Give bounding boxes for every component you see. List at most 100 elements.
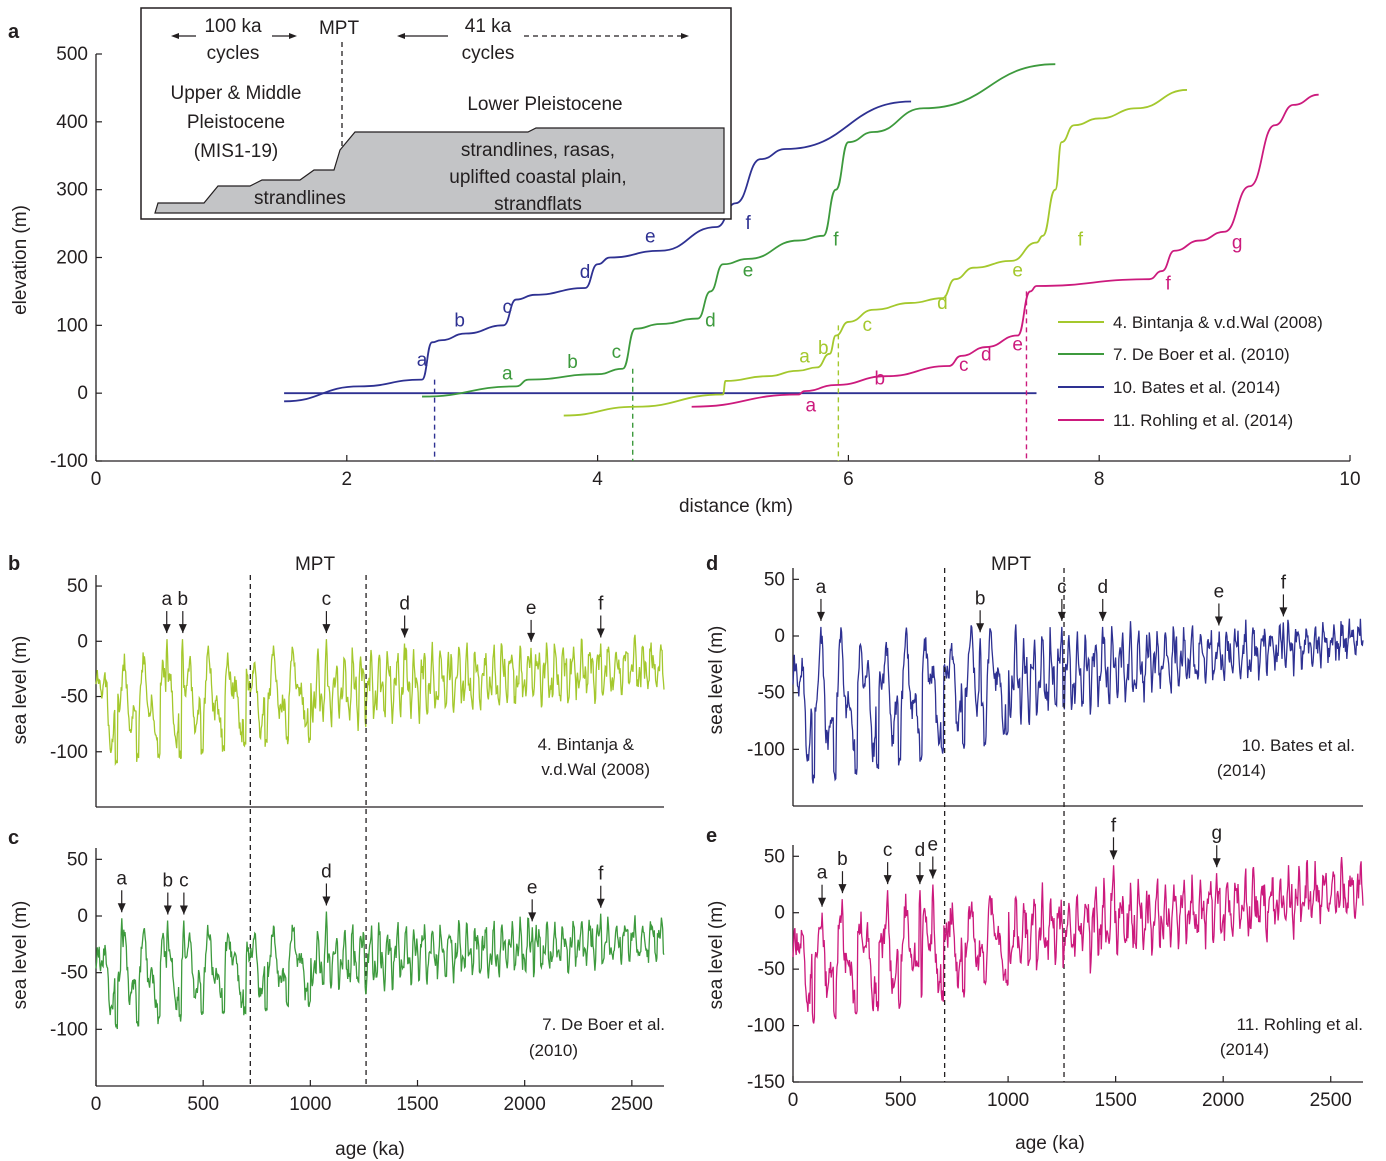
- inset-arrowhead-left: [171, 33, 179, 39]
- panel-b-legend-1: 4. Bintanja &: [538, 735, 635, 754]
- panel-b-legend-2: v.d.Wal (2008): [541, 760, 650, 779]
- y-tick-label: -100: [50, 451, 88, 472]
- x-tick-label: 6: [843, 469, 854, 490]
- series-line-bintanja: [563, 89, 1187, 417]
- y-tick-label: 50: [764, 569, 785, 590]
- terrace-label-deboer: f: [833, 229, 839, 250]
- x-tick-label: 1500: [1095, 1090, 1137, 1111]
- terrace-label-bintanja: f: [1078, 229, 1084, 250]
- event-arrowhead: [596, 898, 605, 908]
- terrace-label-bintanja: e: [1012, 260, 1023, 281]
- terrace-label-deboer: e: [743, 260, 754, 281]
- event-label-e: e: [1214, 581, 1225, 602]
- event-arrowhead: [162, 624, 171, 634]
- terrace-label-rohling: g: [1232, 233, 1243, 254]
- terrace-label-bintanja: d: [937, 293, 948, 314]
- event-label-e: e: [526, 598, 537, 619]
- terrace-label-deboer: a: [502, 364, 513, 385]
- event-arrowhead: [163, 905, 172, 915]
- terrace-label-rohling: c: [959, 355, 969, 376]
- event-label-b: b: [178, 589, 189, 610]
- panel-d-legend-2: (2014): [1217, 761, 1266, 780]
- terrace-label-deboer: b: [567, 352, 578, 373]
- event-label-e: e: [928, 835, 939, 856]
- terrace-label-rohling: a: [805, 395, 816, 416]
- event-label-d: d: [1097, 577, 1108, 598]
- panel-a-xlabel: distance (km): [679, 496, 793, 517]
- event-arrowhead: [818, 897, 827, 907]
- inset-upper-1: Upper & Middle: [171, 83, 302, 104]
- inset-mpt-label: MPT: [319, 18, 360, 39]
- event-label-b: b: [975, 588, 986, 609]
- y-tick-label: -50: [61, 963, 88, 984]
- panel-b-mpt-label: MPT: [295, 554, 336, 575]
- x-tick-label: 2000: [1202, 1090, 1244, 1111]
- terrace-label-bates: f: [745, 213, 751, 234]
- inset-lower-title: Lower Pleistocene: [467, 94, 622, 115]
- terrace-label-rohling: f: [1166, 273, 1172, 294]
- event-arrowhead: [178, 624, 187, 634]
- inset-schematic: 100 ka cycles MPT 41 ka cycles Upper & M…: [140, 7, 732, 220]
- event-label-f: f: [1111, 815, 1117, 836]
- terrace-label-deboer: c: [612, 342, 622, 363]
- event-label-a: a: [816, 577, 827, 598]
- y-tick-label: -150: [747, 1072, 785, 1093]
- panel-c-xlabel: age (ka): [335, 1139, 405, 1160]
- y-tick-label: 0: [77, 631, 88, 652]
- event-label-g: g: [1211, 823, 1222, 844]
- series-line-rohling: [691, 93, 1319, 408]
- panel-d-ylabel: sea level (m): [706, 626, 727, 735]
- event-label-e: e: [527, 877, 538, 898]
- y-tick-label: 0: [774, 903, 785, 924]
- x-tick-label: 0: [91, 1094, 102, 1115]
- sea-level-curve-deboer: [95, 911, 665, 1030]
- y-tick-label: 50: [67, 849, 88, 870]
- y-tick-label: 0: [774, 626, 785, 647]
- event-label-a: a: [116, 868, 127, 889]
- event-arrowhead: [400, 628, 409, 638]
- event-arrowhead: [117, 903, 126, 913]
- y-tick-label: 100: [56, 315, 88, 336]
- y-tick-label: -50: [61, 687, 88, 708]
- sea-level-curve-bates: [792, 618, 1364, 784]
- panel-label-e: e: [706, 825, 717, 847]
- y-tick-label: -100: [747, 1016, 785, 1037]
- event-arrowhead: [179, 905, 188, 915]
- terrace-label-bintanja: c: [862, 315, 872, 336]
- terrace-label-bintanja: b: [818, 338, 829, 359]
- event-arrowhead: [928, 869, 937, 879]
- event-arrowhead: [1212, 858, 1221, 868]
- event-arrowhead: [1214, 616, 1223, 626]
- panel-c-legend-2: (2010): [529, 1041, 578, 1060]
- y-tick-label: 500: [56, 44, 88, 65]
- terrace-label-bates: c: [503, 297, 513, 318]
- event-label-b: b: [837, 849, 848, 870]
- panel-e-legend-2: (2014): [1220, 1040, 1269, 1059]
- legend-label-rohling: 11. Rohling et al. (2014): [1113, 411, 1293, 430]
- y-tick-label: 0: [77, 906, 88, 927]
- panel-a-legend: 4. Bintanja & v.d.Wal (2008) 7. De Boer …: [1058, 313, 1323, 430]
- inset-41ka: 41 ka: [465, 16, 512, 37]
- event-arrowhead: [883, 875, 892, 885]
- event-label-d: d: [399, 593, 410, 614]
- inset-upper-3: (MIS1-19): [194, 141, 278, 162]
- event-label-f: f: [598, 593, 604, 614]
- event-label-a: a: [161, 589, 172, 610]
- terrace-label-bates: a: [417, 350, 428, 371]
- event-arrowhead: [528, 912, 537, 922]
- legend-label-bintanja: 4. Bintanja & v.d.Wal (2008): [1113, 313, 1323, 332]
- y-tick-label: -100: [50, 742, 88, 763]
- x-tick-label: 2500: [1310, 1090, 1352, 1111]
- x-tick-label: 1500: [396, 1094, 438, 1115]
- panel-a-ylabel: elevation (m): [10, 205, 31, 315]
- event-label-d: d: [321, 861, 332, 882]
- event-arrowhead: [976, 623, 985, 633]
- inset-upper-2: Pleistocene: [187, 112, 285, 133]
- event-label-b: b: [163, 871, 174, 892]
- panel-d-legend-1: 10. Bates et al.: [1242, 736, 1355, 755]
- y-tick-label: 50: [764, 846, 785, 867]
- x-tick-label: 0: [788, 1090, 799, 1111]
